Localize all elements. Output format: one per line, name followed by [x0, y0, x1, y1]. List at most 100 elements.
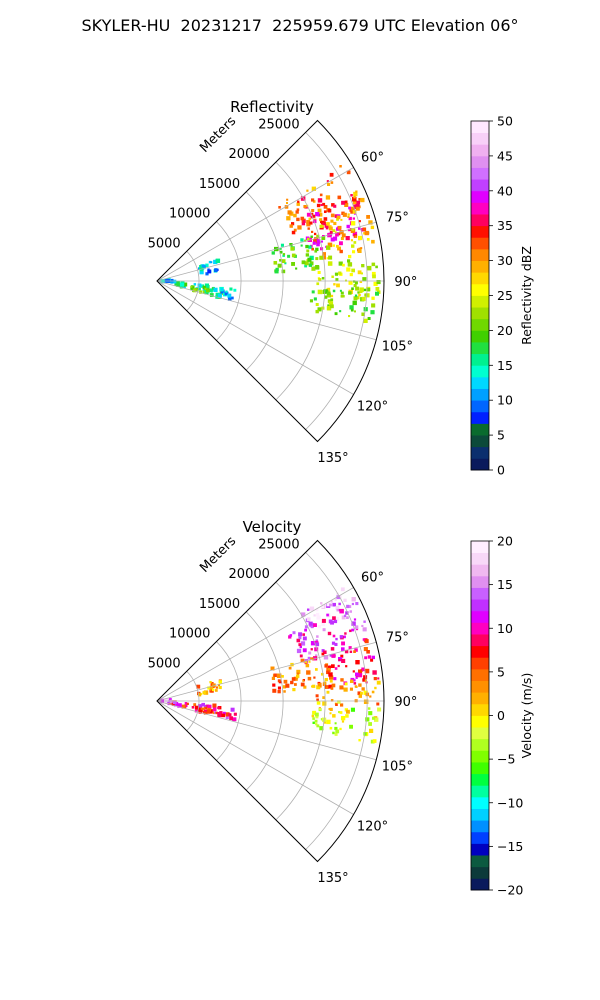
echo-region: [196, 679, 222, 697]
azimuth-spoke: [156, 587, 354, 702]
range-tick-label: 15000: [199, 177, 240, 192]
colorbar-bin: [471, 225, 489, 238]
colorbar-tick-label: 0: [497, 708, 505, 723]
colorbar-tick-label: 5: [497, 428, 505, 443]
colorbar-bin: [471, 657, 489, 670]
colorbar-bin: [471, 283, 489, 296]
colorbar-bin: [471, 295, 489, 308]
colorbar-bin: [471, 820, 489, 833]
colorbar: −20 −15 −10 −5 0 5 10 15 20 Velocity (m/s): [470, 534, 534, 898]
colorbar-bin: [471, 785, 489, 798]
colorbar-bin: [471, 248, 489, 261]
colorbar-bin: [471, 808, 489, 821]
colorbar-tick-label: 20: [497, 323, 513, 338]
azimuth-tick-label: 105°: [382, 339, 413, 354]
colorbar-bin: [471, 260, 489, 273]
colorbar-bin: [471, 866, 489, 879]
azimuth-spoke: [156, 167, 354, 282]
colorbar-bin: [471, 541, 489, 554]
echo-region: [270, 652, 333, 694]
range-tick-label: 20000: [229, 567, 270, 582]
colorbar-bin: [471, 878, 489, 891]
echo-region: [309, 287, 380, 323]
echo-region: [311, 707, 379, 744]
colorbar-tick-label: 15: [497, 577, 513, 592]
range-tick-label: 10000: [169, 207, 210, 222]
colorbar-tick-label: 35: [497, 218, 513, 233]
colorbar-bin: [471, 190, 489, 203]
colorbar-bin: [471, 750, 489, 763]
azimuth-spoke: [156, 700, 354, 815]
colorbar-bin: [471, 144, 489, 157]
azimuth-tick-label: 75°: [386, 631, 409, 646]
panel-title: Velocity: [243, 518, 302, 536]
colorbar-bin: [471, 587, 489, 600]
colorbar-bin: [471, 446, 489, 459]
colorbar-bin: [471, 342, 489, 355]
colorbar-bin: [471, 622, 489, 635]
colorbar-bin: [471, 272, 489, 285]
colorbar-bin: [471, 668, 489, 681]
colorbar-bin: [471, 423, 489, 436]
range-tick-label: 5000: [148, 656, 181, 671]
azimuth-tick-label: 60°: [361, 151, 384, 166]
azimuth-tick-label: 75°: [386, 211, 409, 226]
colorbar-bin: [471, 155, 489, 168]
echo-field: [158, 165, 381, 323]
colorbar-bin: [471, 121, 489, 134]
colorbar-tick-label: 0: [497, 463, 505, 478]
ppi-wedge-outline: [156, 119, 385, 443]
colorbar-bin: [471, 552, 489, 565]
colorbar-tick-label: −10: [497, 795, 523, 810]
azimuth-tick-label: 90°: [394, 695, 417, 710]
colorbar-bin: [471, 318, 489, 331]
azimuth-tick-label: 105°: [382, 759, 413, 774]
echo-region: [288, 602, 368, 665]
echo-region: [319, 206, 375, 260]
azimuth-spoke: [156, 221, 377, 282]
colorbar-bin: [471, 179, 489, 192]
colorbar-bin: [471, 307, 489, 320]
figure-title: SKYLER-HU 20231217 225959.679 UTC Elevat…: [81, 16, 519, 35]
colorbar-bin: [471, 167, 489, 180]
colorbar-bin: [471, 738, 489, 751]
colorbar-tick-label: 15: [497, 358, 513, 373]
colorbar-tick-label: 20: [497, 534, 513, 549]
colorbar-bin: [471, 727, 489, 740]
panel-title: Reflectivity: [230, 98, 314, 116]
ppi-panel-reflectivity: 5000 10000 15000 20000 25000 60° 75° 90° 105° 120…: [148, 98, 534, 478]
azimuth-tick-label: 90°: [394, 275, 417, 290]
colorbar-tick-label: 25: [497, 288, 513, 303]
echo-field: [158, 587, 382, 744]
colorbar-tick-label: 45: [497, 148, 513, 163]
colorbar-bin: [471, 388, 489, 401]
azimuth-tick-label: 60°: [361, 571, 384, 586]
colorbar-tick-label: −20: [497, 883, 523, 898]
colorbar-bin: [471, 680, 489, 693]
colorbar-bin: [471, 610, 489, 623]
colorbar-bin: [471, 843, 489, 856]
azimuth-tick-label: 120°: [357, 399, 388, 414]
colorbar-bin: [471, 353, 489, 366]
azimuth-tick-label: 135°: [317, 451, 348, 466]
range-tick-label: 10000: [169, 627, 210, 642]
colorbar-bin: [471, 435, 489, 448]
azimuth-tick-label: 120°: [357, 819, 388, 834]
azimuth-spoke: [156, 641, 377, 702]
colorbar-bin: [471, 634, 489, 647]
colorbar-bin: [471, 796, 489, 809]
colorbar-bin: [471, 400, 489, 413]
colorbar-bin: [471, 458, 489, 471]
colorbar: 0 5 10 15 20 25 30 35 40 45 50 Reflectivity dBZ: [470, 114, 534, 478]
echo-region: [301, 587, 356, 629]
ppi-wedge-outline: [156, 539, 385, 863]
echo-region: [214, 706, 237, 722]
colorbar-tick-label: −15: [497, 839, 523, 854]
colorbar-bin: [471, 365, 489, 378]
colorbar-bin: [471, 202, 489, 215]
colorbar-tick-label: 10: [497, 393, 513, 408]
colorbar-bin: [471, 599, 489, 612]
range-tick-label: 15000: [199, 597, 240, 612]
range-tick-label: 5000: [148, 236, 181, 251]
